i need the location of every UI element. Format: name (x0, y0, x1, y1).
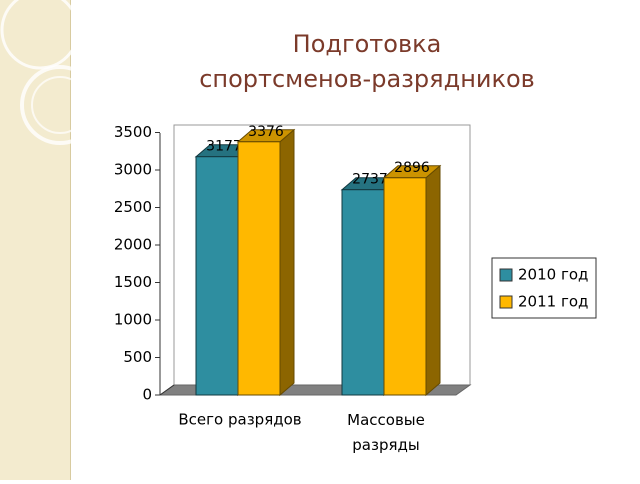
legend-label: 2010 год (518, 266, 588, 284)
y-tick-label: 3500 (114, 123, 152, 141)
decoration (0, 0, 100, 480)
title: спортсменов-разрядников (199, 65, 535, 93)
bar-side (279, 128, 295, 397)
x-tick-label: Массовые разряды (347, 411, 425, 454)
x-tick-label: Всего разрядов (178, 411, 301, 429)
y-tick-label: 500 (123, 348, 152, 366)
bar (341, 189, 385, 396)
bar (195, 156, 239, 396)
bar (383, 177, 427, 396)
legend-swatch (499, 268, 513, 282)
title: Подготовка (293, 30, 442, 58)
y-tick-label: 1000 (114, 311, 152, 329)
y-tick-label: 0 (142, 386, 152, 404)
legend-swatch (499, 295, 513, 309)
y-tick-label: 2000 (114, 236, 152, 254)
y-tick-label: 3000 (114, 161, 152, 179)
y-tick-label: 1500 (114, 273, 152, 291)
data-label: 2737 (352, 172, 388, 188)
y-tick-label: 2500 (114, 198, 152, 216)
bar (237, 141, 281, 396)
data-label: 2896 (394, 160, 430, 176)
data-label: 3376 (248, 124, 284, 140)
legend-label: 2011 год (518, 293, 588, 311)
data-label: 3177 (206, 139, 242, 155)
bar-side (425, 164, 441, 397)
